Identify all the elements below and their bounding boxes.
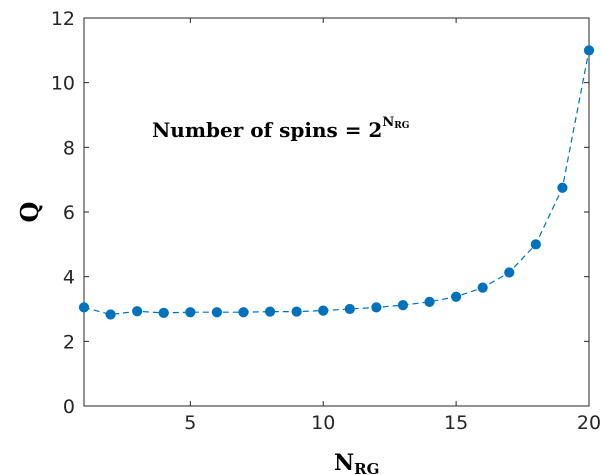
- x-tick-label: 15: [444, 412, 468, 434]
- data-point: [105, 309, 116, 320]
- data-point: [132, 306, 143, 317]
- x-axis-label: NRG: [334, 450, 379, 475]
- data-point: [238, 307, 249, 318]
- ticks: 5 10 15 20 0 2 4 6 8 10 12: [51, 8, 601, 434]
- y-tick-label: 12: [51, 8, 75, 30]
- series-group: [78, 45, 595, 320]
- data-point: [158, 307, 169, 318]
- y-tick-label: 8: [63, 137, 75, 159]
- data-point: [557, 182, 568, 193]
- x-tick-label: 20: [577, 412, 601, 434]
- data-point: [211, 307, 222, 318]
- data-point: [397, 300, 409, 311]
- data-point: [583, 45, 595, 56]
- x-axis-label-sub: RG: [354, 460, 379, 475]
- y-tick-label: 2: [63, 331, 75, 353]
- data-point: [477, 282, 488, 293]
- data-point: [424, 296, 435, 307]
- x-tick-label: 10: [311, 412, 335, 434]
- data-point: [504, 267, 515, 278]
- data-point: [344, 303, 355, 315]
- y-axis-label: Q: [15, 202, 44, 223]
- data-point: [291, 306, 302, 317]
- annotation-superscript: N: [382, 115, 394, 130]
- annotation-superscript-sub: RG: [394, 121, 409, 131]
- data-point: [451, 291, 462, 302]
- x-tick-label: 5: [184, 412, 196, 434]
- data-point: [318, 305, 329, 316]
- data-point: [371, 302, 382, 313]
- y-tick-label: 0: [63, 396, 75, 418]
- y-tick-label: 4: [63, 267, 75, 289]
- annotation-text: Number of spins = 2: [152, 118, 382, 142]
- y-tick-label: 10: [51, 73, 75, 95]
- data-point: [185, 307, 196, 318]
- data-point: [78, 302, 90, 313]
- data-point: [264, 306, 276, 317]
- y-tick-label: 6: [63, 202, 75, 224]
- plot-area: [84, 18, 589, 406]
- data-point: [530, 239, 541, 250]
- x-axis-label-main: N: [334, 450, 354, 475]
- annotation: Number of spins = 2NRG: [152, 115, 409, 142]
